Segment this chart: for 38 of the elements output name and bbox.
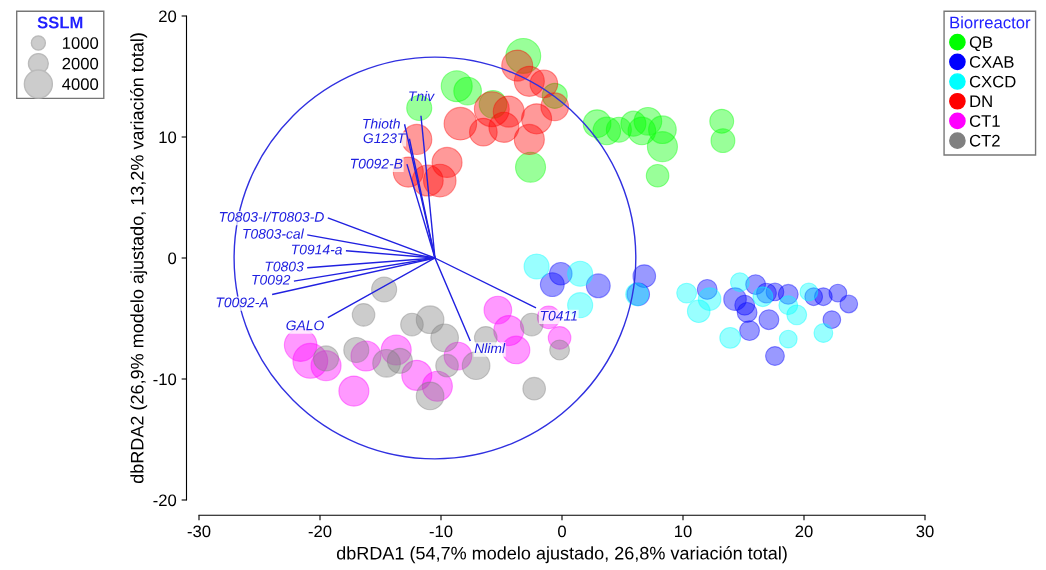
series-label: G123T <box>363 133 407 144</box>
y-tick-label: 0 <box>168 252 177 265</box>
x-tick-label: 0 <box>558 525 566 538</box>
y-axis-title: dbRDA2 (26,9% modelo ajustado, 13,2% variación total) <box>130 33 148 484</box>
legend-label: 2000 <box>62 57 99 70</box>
y-tick-label: -20 <box>153 494 177 507</box>
x-tick-label: 20 <box>795 525 813 538</box>
series-label: Thioth <box>363 118 400 129</box>
y-tick-label: 20 <box>159 10 177 23</box>
series-label: T0092-A <box>216 297 268 308</box>
x-tick-label: 10 <box>675 525 692 538</box>
series-label: T0411 <box>540 310 577 321</box>
legend-label: CT2 <box>969 134 1000 147</box>
x-axis-title: dbRDA1 (54,7% modelo ajustado, 26,8% variación total) <box>336 546 787 564</box>
series-label: T0803-I/T0803-D <box>219 211 324 222</box>
x-tick-label: 30 <box>916 525 934 538</box>
legend-label: CT1 <box>969 115 1000 127</box>
legend-label: QB <box>969 36 993 52</box>
text: SSLM <box>37 16 83 29</box>
legend-label: CXCD <box>969 75 1016 88</box>
x-tick-label: -10 <box>429 525 453 538</box>
series-label: T0803-cal <box>243 228 305 239</box>
series-label: Nliml <box>474 343 506 354</box>
series-label: GALO <box>286 320 324 331</box>
legend-title: Biorreactor <box>950 16 1031 29</box>
x-tick-label: -30 <box>187 525 211 538</box>
legend-label: CXAB <box>969 56 1014 68</box>
series-label: Tniv <box>409 90 435 102</box>
series-label: T0092-B <box>350 158 403 169</box>
legend-label: 1000 <box>62 37 99 49</box>
series-label: T0803 <box>265 261 304 272</box>
x-tick-label: -20 <box>308 525 332 538</box>
series-label: T0092 <box>252 274 291 285</box>
y-tick-label: 10 <box>159 131 177 144</box>
series-label: T0914-a <box>291 244 342 255</box>
y-tick-label: -10 <box>153 373 177 386</box>
legend-label: DN <box>970 95 992 108</box>
legend-label: 4000 <box>62 78 99 91</box>
